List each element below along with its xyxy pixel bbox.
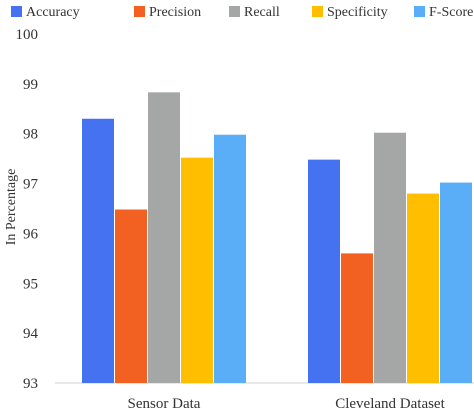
bar-recall-1 (374, 132, 406, 383)
bar-specificity-0 (181, 157, 213, 383)
legend: Accuracy Precision Recall Specificity F-Scor… (11, 5, 473, 20)
x-category-label: Sensor Data (128, 396, 201, 412)
legend-swatch (229, 6, 240, 17)
x-category-label: Cleveland Dataset (335, 396, 445, 412)
legend-swatch (11, 6, 22, 17)
bar-accuracy-1 (308, 159, 340, 383)
y-tick-label: 100 (16, 27, 39, 43)
bars (82, 92, 472, 383)
y-tick-label: 97 (23, 177, 39, 193)
y-tick-label: 94 (23, 326, 39, 342)
legend-label: Precision (149, 5, 201, 20)
y-tick-label: 95 (23, 276, 38, 292)
legend-label: Accuracy (26, 5, 80, 20)
bar-f-score-1 (440, 182, 472, 383)
y-tick-label: 99 (23, 77, 38, 93)
legend-swatch (414, 6, 425, 17)
legend-swatch (312, 6, 323, 17)
y-tick-label: 93 (23, 376, 38, 392)
legend-label: Specificity (327, 5, 388, 20)
y-tick-label: 98 (23, 127, 38, 143)
y-axis-label: In Percentage (4, 169, 19, 246)
legend-label: Recall (244, 5, 280, 20)
legend-label: F-Score (429, 5, 473, 20)
bar-accuracy-0 (82, 118, 114, 383)
legend-swatch (134, 6, 145, 17)
bar-f-score-0 (214, 134, 246, 383)
bar-precision-1 (341, 253, 373, 383)
y-axis-ticks: 93 94 95 96 97 98 99 100 (16, 27, 39, 392)
x-axis-categories: Sensor Data Cleveland Dataset (128, 396, 446, 412)
bar-precision-0 (115, 209, 147, 383)
y-tick-label: 96 (23, 226, 39, 242)
bar-specificity-1 (407, 193, 439, 383)
bar-recall-0 (148, 92, 180, 383)
